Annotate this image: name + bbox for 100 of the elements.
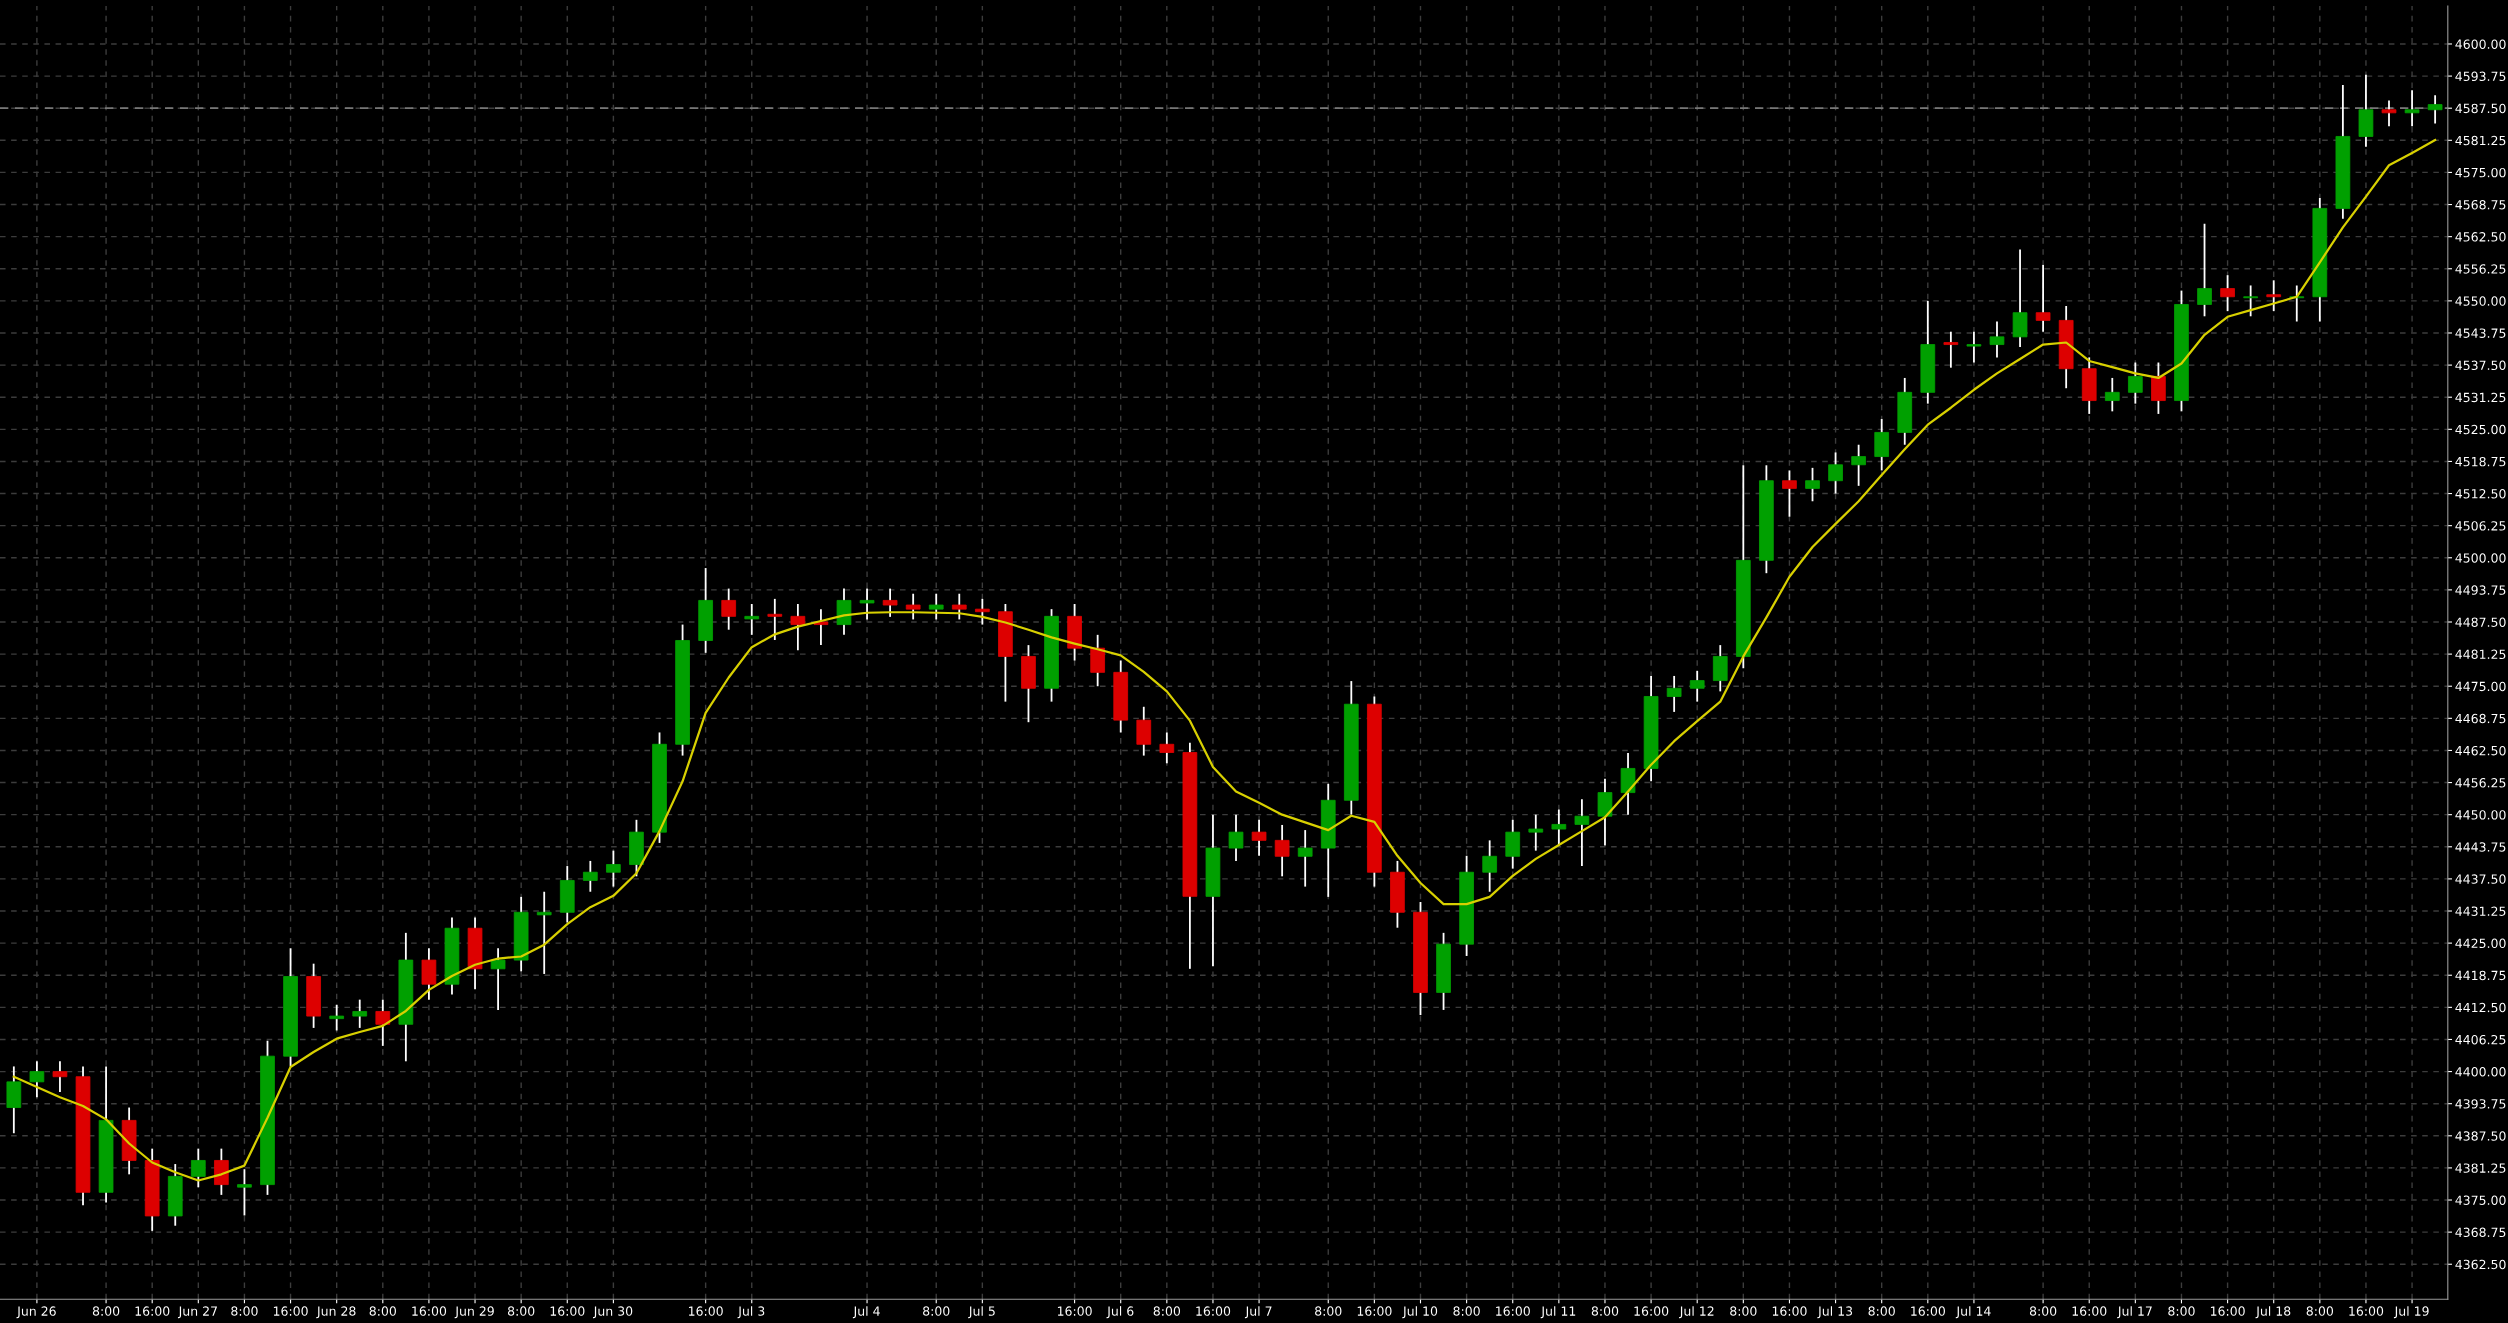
x-tick-label: 8:00	[92, 1306, 120, 1316]
candlestick	[767, 597, 783, 641]
y-tick-label: 4425.00	[2455, 938, 2506, 949]
y-tick-label: 4387.50	[2455, 1131, 2506, 1141]
y-tick-label: 4487.50	[2455, 617, 2506, 627]
candlestick	[1574, 798, 1590, 867]
candlestick	[813, 608, 829, 647]
y-tick-label: 4581.25	[2455, 135, 2506, 146]
y-tick-label: 4531.25	[2455, 392, 2506, 403]
x-tick-label: Jul 4	[852, 1306, 880, 1319]
y-tick-label: 4437.50	[2455, 874, 2506, 884]
y-tick-label: 4593.75	[2455, 71, 2506, 82]
candlestick	[536, 890, 552, 975]
y-tick-label: 4537.50	[2455, 360, 2506, 371]
x-tick-label: Jul 18	[2255, 1306, 2291, 1319]
candlestick	[52, 1060, 68, 1094]
candlestick	[2266, 279, 2282, 313]
candlestick	[1666, 675, 1682, 713]
x-tick-label: 8:00	[1315, 1306, 1342, 1316]
x-tick-label: 8:00	[507, 1306, 535, 1316]
candlestick	[606, 849, 621, 888]
candlestick	[190, 1147, 206, 1189]
candlestick	[859, 587, 875, 621]
y-tick-label: 4550.00	[2455, 296, 2506, 306]
x-tick-label: 8:00	[2306, 1306, 2334, 1316]
y-tick-label: 4443.75	[2455, 842, 2506, 852]
y-tick-label: 4462.50	[2455, 745, 2506, 756]
y-tick-label: 4493.75	[2455, 585, 2506, 595]
candlestick	[975, 597, 990, 626]
x-tick-label: 16:00	[1357, 1306, 1392, 1316]
y-tick-label: 4568.75	[2455, 200, 2506, 210]
candlestick	[1297, 829, 1313, 888]
y-tick-label: 4368.75	[2455, 1227, 2506, 1238]
candlestick	[2220, 274, 2235, 313]
y-tick-label: 4506.25	[2455, 521, 2506, 531]
x-tick-label: 16:00	[1196, 1306, 1231, 1316]
candlestick	[905, 592, 921, 621]
y-tick-label: 4518.75	[2455, 456, 2506, 467]
y-tick-label: 4456.25	[2455, 778, 2506, 788]
x-tick-label: Jul 11	[1540, 1306, 1576, 1319]
y-tick-label: 4525.00	[2455, 424, 2506, 435]
y-tick-label: 4587.50	[2455, 103, 2506, 114]
candlestick	[352, 998, 368, 1029]
x-tick-label: Jul 7	[1244, 1306, 1272, 1319]
x-tick-label: 8:00	[1591, 1306, 1619, 1316]
x-tick-label: 8:00	[2029, 1306, 2057, 1316]
candlestick	[490, 947, 506, 1011]
x-tick-label: Jul 6	[1106, 1306, 1134, 1319]
candlestick	[583, 860, 598, 893]
x-tick-label: Jun 29	[454, 1306, 494, 1319]
x-tick-label: Jun 26	[16, 1306, 56, 1319]
x-tick-label: Jun 28	[316, 1306, 356, 1319]
candlestick	[951, 592, 967, 621]
x-tick-label: 16:00	[2210, 1306, 2245, 1316]
x-tick-label: Jun 27	[177, 1306, 217, 1319]
x-tick-label: Jul 17	[2117, 1306, 2152, 1319]
candlestick	[1966, 330, 1982, 364]
candlestick	[721, 587, 737, 631]
candlestick	[375, 998, 391, 1047]
candlestick	[1782, 469, 1797, 518]
y-tick-label: 4600.00	[2455, 39, 2506, 49]
x-tick-label: Jul 13	[1817, 1306, 1853, 1319]
y-tick-label: 4500.00	[2455, 553, 2506, 563]
candlestick	[1551, 808, 1567, 847]
y-tick-label: 4450.00	[2455, 810, 2506, 820]
y-tick-label: 4556.25	[2455, 264, 2506, 274]
x-tick-label: 16:00	[135, 1306, 170, 1316]
candlestick	[1528, 813, 1544, 852]
x-tick-label: Jul 5	[968, 1306, 995, 1319]
y-tick-label: 4412.50	[2455, 1002, 2506, 1013]
candlestick	[1597, 777, 1613, 847]
candlestick	[1228, 813, 1244, 862]
candlestick	[928, 592, 944, 621]
x-tick-label: 16:00	[273, 1306, 308, 1316]
y-tick-label: 4431.25	[2455, 906, 2506, 916]
y-tick-label: 4475.00	[2455, 681, 2506, 692]
x-tick-label: 16:00	[1772, 1306, 1807, 1316]
y-tick-label: 4406.25	[2455, 1034, 2506, 1045]
y-tick-label: 4575.00	[2455, 167, 2506, 178]
x-tick-label: 16:00	[412, 1306, 447, 1316]
candlestick	[1805, 466, 1820, 503]
candlestick	[744, 603, 760, 636]
candlestick	[1828, 451, 1843, 495]
candlestick	[1943, 330, 1959, 369]
candlestick	[790, 603, 806, 652]
x-tick-label: 8:00	[369, 1306, 396, 1316]
x-tick-label: 16:00	[688, 1306, 723, 1316]
x-tick-label: 8:00	[1453, 1306, 1480, 1316]
y-tick-label: 4362.50	[2455, 1259, 2506, 1270]
y-tick-label: 4375.00	[2455, 1195, 2506, 1205]
x-tick-label: 8:00	[923, 1306, 950, 1316]
y-tick-label: 4381.25	[2455, 1163, 2506, 1173]
x-tick-label: 16:00	[2072, 1306, 2107, 1316]
candlestick	[2035, 264, 2051, 333]
candlestick	[2404, 89, 2420, 128]
y-tick-label: 4481.25	[2455, 649, 2506, 660]
x-tick-label: Jul 14	[1955, 1306, 1991, 1319]
candlestick	[2427, 94, 2443, 125]
candlestick	[1251, 818, 1267, 857]
candlestick	[1989, 320, 2005, 359]
